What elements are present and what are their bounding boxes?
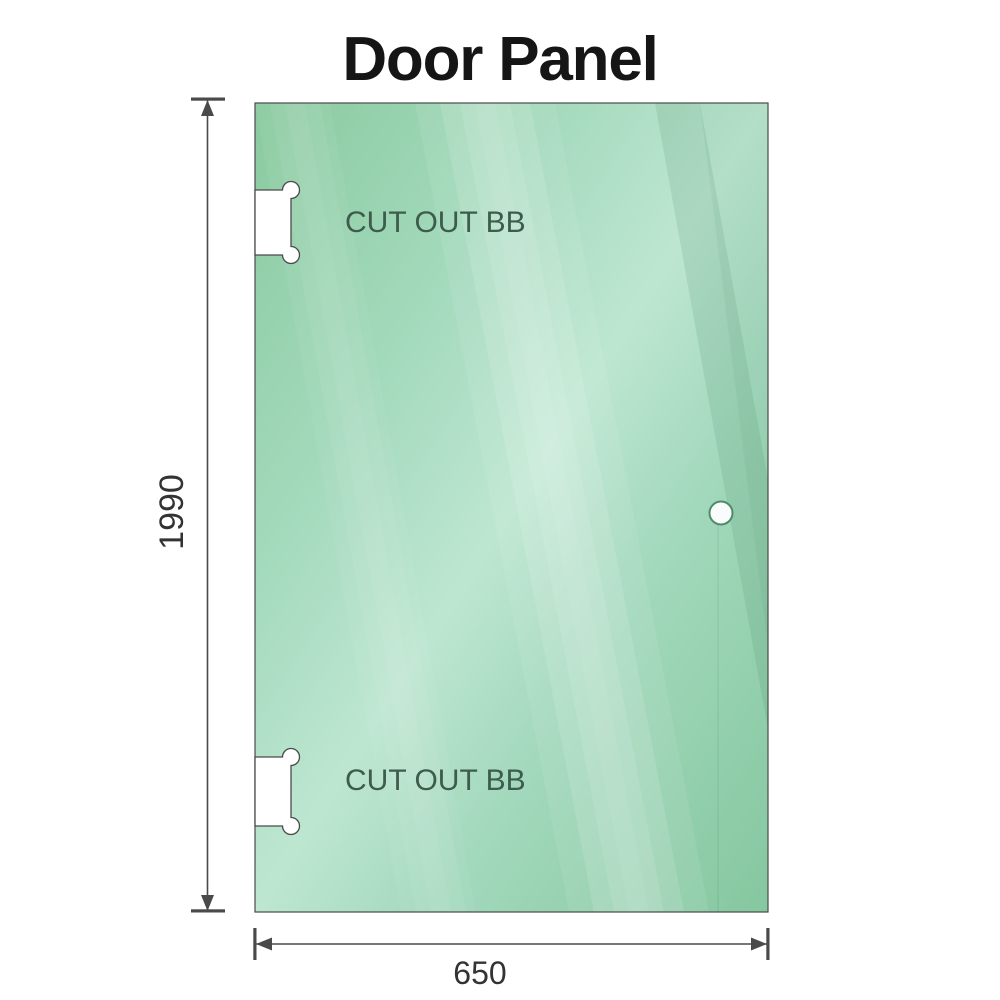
svg-text:CUT OUT BB: CUT OUT BB — [345, 764, 526, 797]
svg-text:1990: 1990 — [153, 474, 191, 550]
svg-text:650: 650 — [453, 955, 506, 991]
svg-text:CUT OUT BB: CUT OUT BB — [345, 206, 526, 239]
